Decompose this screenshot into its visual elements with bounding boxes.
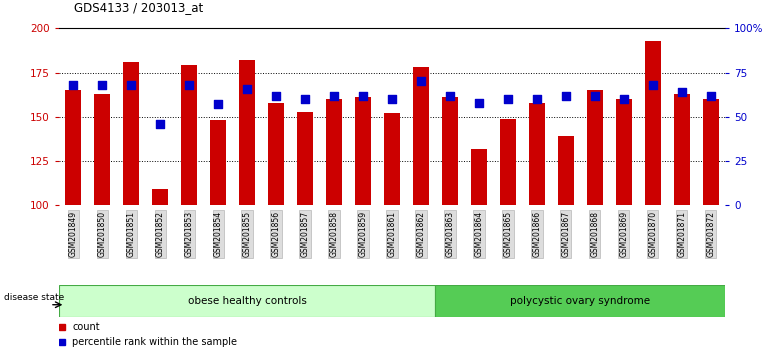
Bar bbox=[210, 120, 226, 205]
Text: GSM201871: GSM201871 bbox=[677, 211, 686, 257]
Point bbox=[444, 93, 456, 98]
Text: GSM201864: GSM201864 bbox=[474, 211, 484, 257]
Text: GSM201867: GSM201867 bbox=[561, 211, 570, 257]
Text: GSM201865: GSM201865 bbox=[503, 211, 513, 257]
Bar bbox=[702, 99, 719, 205]
Text: GSM201857: GSM201857 bbox=[300, 211, 310, 257]
Bar bbox=[268, 103, 284, 205]
Text: GSM201870: GSM201870 bbox=[648, 211, 657, 257]
Point bbox=[241, 86, 253, 91]
Point bbox=[560, 93, 572, 98]
Bar bbox=[123, 62, 140, 205]
Point bbox=[473, 100, 485, 105]
Point bbox=[676, 89, 688, 95]
Point bbox=[589, 93, 601, 98]
Bar bbox=[644, 41, 661, 205]
Point bbox=[531, 96, 543, 102]
Bar bbox=[673, 94, 690, 205]
Text: percentile rank within the sample: percentile rank within the sample bbox=[72, 337, 237, 348]
Bar bbox=[59, 285, 435, 317]
Point bbox=[386, 96, 398, 102]
Point bbox=[67, 82, 79, 88]
Text: GSM201863: GSM201863 bbox=[445, 211, 455, 257]
Point bbox=[125, 82, 137, 88]
Point bbox=[328, 93, 340, 98]
Bar bbox=[65, 90, 82, 205]
Text: GSM201866: GSM201866 bbox=[532, 211, 542, 257]
Point bbox=[96, 82, 108, 88]
Text: obese healthy controls: obese healthy controls bbox=[187, 296, 307, 306]
Text: GSM201849: GSM201849 bbox=[69, 211, 78, 257]
Text: GSM201850: GSM201850 bbox=[98, 211, 107, 257]
Bar bbox=[152, 189, 169, 205]
Bar bbox=[435, 285, 725, 317]
Text: GDS4133 / 203013_at: GDS4133 / 203013_at bbox=[74, 1, 204, 14]
Text: GSM201853: GSM201853 bbox=[185, 211, 194, 257]
Text: GSM201861: GSM201861 bbox=[387, 211, 397, 257]
Text: GSM201852: GSM201852 bbox=[156, 211, 165, 257]
Text: GSM201855: GSM201855 bbox=[242, 211, 252, 257]
Text: GSM201851: GSM201851 bbox=[127, 211, 136, 257]
Point bbox=[618, 96, 630, 102]
Bar bbox=[94, 94, 111, 205]
Point bbox=[299, 96, 311, 102]
Text: GSM201859: GSM201859 bbox=[358, 211, 368, 257]
Text: GSM201862: GSM201862 bbox=[416, 211, 426, 257]
Bar bbox=[558, 136, 574, 205]
Bar bbox=[326, 99, 342, 205]
Text: GSM201872: GSM201872 bbox=[706, 211, 715, 257]
Bar bbox=[442, 97, 458, 205]
Point bbox=[415, 79, 427, 84]
Text: GSM201869: GSM201869 bbox=[619, 211, 628, 257]
Text: GSM201868: GSM201868 bbox=[590, 211, 599, 257]
Bar bbox=[587, 90, 603, 205]
Bar bbox=[181, 65, 197, 205]
Bar bbox=[355, 97, 371, 205]
Text: GSM201854: GSM201854 bbox=[214, 211, 223, 257]
Point bbox=[502, 96, 514, 102]
Text: polycystic ovary syndrome: polycystic ovary syndrome bbox=[510, 296, 651, 306]
Bar bbox=[471, 149, 487, 205]
Text: count: count bbox=[72, 321, 100, 332]
Bar bbox=[529, 103, 545, 205]
Point bbox=[647, 82, 659, 88]
Text: disease state: disease state bbox=[4, 293, 64, 302]
Text: GSM201858: GSM201858 bbox=[329, 211, 339, 257]
Bar bbox=[239, 60, 255, 205]
Point bbox=[270, 93, 282, 98]
Point bbox=[705, 93, 717, 98]
Point bbox=[183, 82, 195, 88]
Bar bbox=[384, 113, 400, 205]
Point bbox=[154, 121, 166, 127]
Text: GSM201856: GSM201856 bbox=[271, 211, 281, 257]
Point bbox=[212, 102, 224, 107]
Point bbox=[357, 93, 369, 98]
Bar bbox=[413, 67, 429, 205]
Bar bbox=[615, 99, 632, 205]
Bar bbox=[500, 119, 516, 205]
Bar bbox=[297, 112, 313, 205]
